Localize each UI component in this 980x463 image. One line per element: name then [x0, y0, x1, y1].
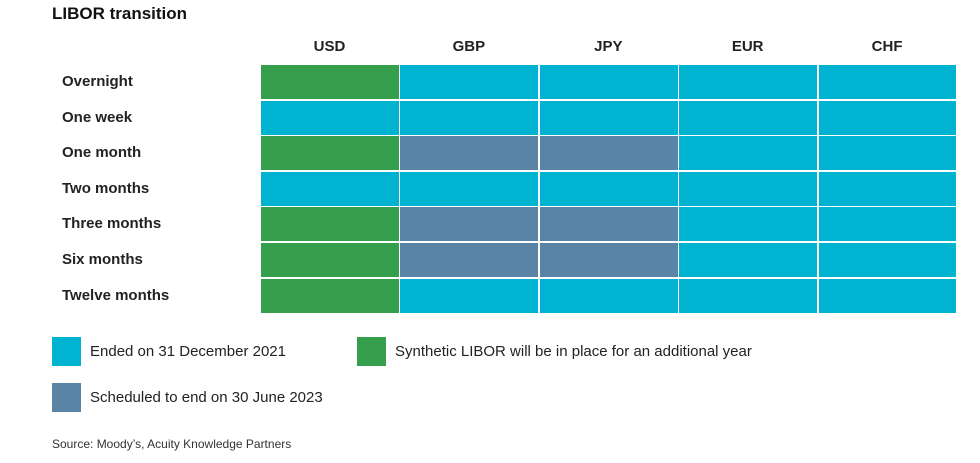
- cell-two-months-chf: [817, 170, 958, 207]
- cell-three-months-gbp: [399, 206, 540, 243]
- cell-two-months-gbp: [399, 170, 540, 207]
- cell-three-months-jpy: [538, 206, 679, 243]
- row-label-one-week: One week: [62, 108, 133, 126]
- cell-twelve-months-eur: [678, 277, 819, 314]
- cell-one-week-gbp: [399, 99, 540, 136]
- cell-one-month-jpy: [538, 135, 679, 172]
- cell-one-week-chf: [817, 99, 958, 136]
- cell-one-month-usd: [260, 135, 400, 172]
- column-header-usd: USD: [313, 38, 346, 55]
- row-label-three-months: Three months: [62, 215, 162, 233]
- cell-two-months-jpy: [538, 170, 679, 207]
- legend-swatch-scheduled: [52, 383, 81, 412]
- cell-twelve-months-gbp: [399, 277, 540, 314]
- cell-overnight-chf: [817, 64, 958, 101]
- row-label-overnight: Overnight: [62, 73, 133, 90]
- column-header-chf: CHF: [871, 38, 903, 55]
- legend-label-scheduled: Scheduled to end on 30 June 2023: [90, 389, 323, 406]
- cell-three-months-usd: [260, 206, 400, 243]
- cell-one-week-eur: [678, 99, 819, 136]
- cell-three-months-eur: [678, 206, 819, 243]
- cell-one-week-jpy: [538, 99, 679, 136]
- chart-title: LIBOR transition: [52, 4, 188, 23]
- column-header-eur: EUR: [731, 38, 764, 55]
- legend-swatch-synthetic: [357, 337, 386, 366]
- cell-overnight-usd: [260, 64, 400, 101]
- row-label-two-months: Two months: [62, 179, 150, 197]
- cell-six-months-chf: [817, 242, 958, 279]
- cell-twelve-months-chf: [817, 277, 958, 314]
- cell-six-months-usd: [260, 242, 400, 279]
- cell-one-month-chf: [817, 135, 958, 172]
- cell-one-week-usd: [260, 99, 400, 136]
- cell-two-months-eur: [678, 170, 819, 207]
- column-header-jpy: JPY: [594, 38, 623, 55]
- cell-overnight-jpy: [538, 64, 679, 101]
- legend-swatch-ended: [52, 337, 81, 366]
- cell-three-months-chf: [817, 206, 958, 243]
- cell-overnight-eur: [678, 64, 819, 101]
- cell-one-month-eur: [678, 135, 819, 172]
- row-label-twelve-months: Twelve months: [62, 286, 170, 304]
- cell-twelve-months-usd: [260, 277, 400, 314]
- cell-six-months-gbp: [399, 242, 540, 279]
- cell-one-month-gbp: [399, 135, 540, 172]
- cell-six-months-eur: [678, 242, 819, 279]
- column-header-gbp: GBP: [452, 38, 486, 55]
- cell-two-months-usd: [260, 170, 400, 207]
- source-note: Source: Moody’s, Acuity Knowledge Partne…: [52, 437, 292, 451]
- cell-six-months-jpy: [538, 242, 679, 279]
- legend-label-ended: Ended on 31 December 2021: [90, 343, 286, 360]
- legend-label-synthetic: Synthetic LIBOR will be in place for an …: [395, 343, 752, 360]
- cell-twelve-months-jpy: [538, 277, 679, 314]
- row-label-six-months: Six months: [62, 251, 143, 268]
- row-label-one-month: One month: [62, 144, 142, 162]
- cell-overnight-gbp: [399, 64, 540, 101]
